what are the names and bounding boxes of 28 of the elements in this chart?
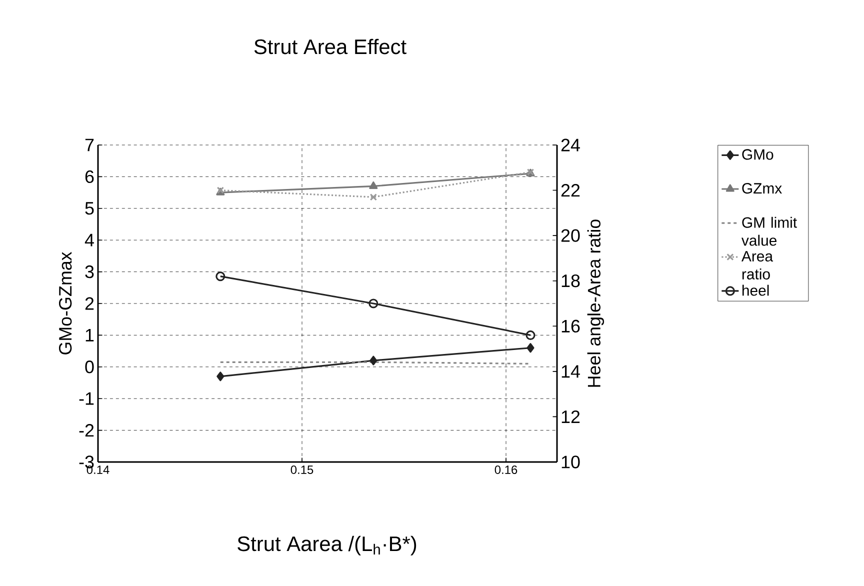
y2-axis-title: Heel angle-Area ratio [587, 220, 604, 387]
y2-tick-label: 14 [562, 365, 580, 378]
legend-label: GM limit value [741, 216, 797, 246]
y-tick-label: 2 [85, 297, 94, 310]
y-tick-label: 5 [85, 202, 94, 215]
y2-tick-label: 16 [562, 320, 580, 332]
y-tick-label: 0 [85, 360, 94, 374]
y-tick-label: 3 [85, 265, 94, 278]
y-axis-title: GMo-GZmax [58, 252, 72, 354]
y-tick-label: -1 [79, 392, 94, 405]
legend-label: GMo [742, 149, 774, 160]
x-tick-label: 0.15 [290, 466, 314, 474]
legend-label: GZmx [742, 183, 782, 194]
y-tick-label: 7 [85, 138, 94, 152]
y2-tick-label: 24 [561, 138, 580, 152]
y-tick-label: 6 [85, 170, 94, 184]
y-tick-label: -2 [79, 424, 94, 437]
x-tick-label: 0.16 [494, 466, 518, 474]
y2-tick-label: 18 [562, 274, 580, 288]
x-axis-title: Strut Aarea /(L$_{h}$·B*) [238, 536, 416, 556]
y2-tick-label: 20 [561, 229, 580, 242]
y-tick-label: 1 [86, 329, 94, 342]
y2-tick-label: 22 [561, 184, 580, 197]
chart-title: Strut Area Effect [254, 38, 406, 54]
y2-tick-label: 12 [562, 410, 580, 423]
y2-tick-label: 10 [562, 456, 580, 468]
y-tick-label: 4 [84, 234, 94, 246]
legend-label: heel [742, 284, 769, 296]
